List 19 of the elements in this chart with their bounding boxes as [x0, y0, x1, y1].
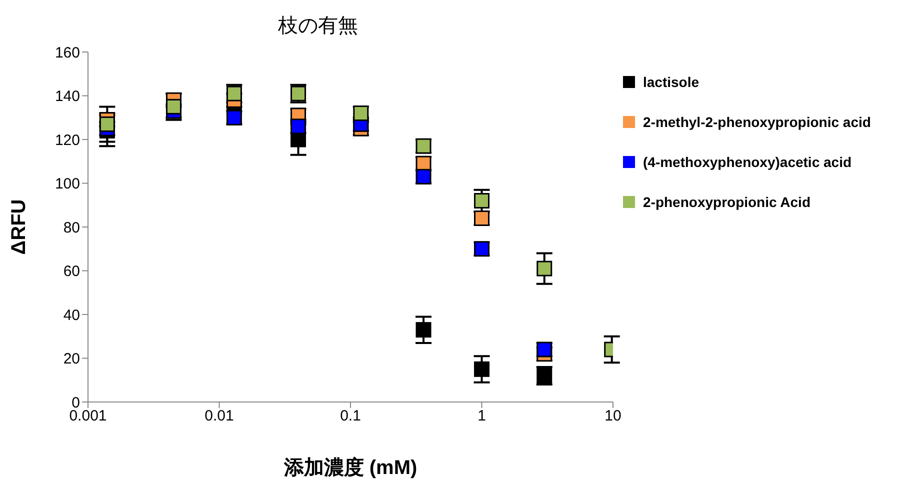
- x-tick-label: 0.1: [340, 408, 361, 425]
- x-tick-label: 10: [604, 408, 622, 425]
- y-tick-label: 60: [63, 263, 80, 280]
- y-tick-label: 80: [63, 219, 80, 236]
- x-axis-title: 添加濃度 (mM): [282, 456, 418, 480]
- y-tick-label: 40: [63, 306, 80, 324]
- legend-label: 2-phenoxypropionic Acid: [643, 193, 810, 212]
- chart-title: 枝の有無: [277, 14, 359, 39]
- y-tick-label: 20: [63, 350, 80, 368]
- legend-label: lactisole: [643, 73, 700, 92]
- y-tick-label: 140: [54, 88, 80, 106]
- x-tick-label: 0.01: [204, 408, 234, 425]
- x-tick-label: 1: [478, 408, 486, 425]
- legend-label: (4-methoxyphenoxy)acetic acid: [643, 153, 852, 172]
- y-tick-label: 160: [54, 44, 80, 62]
- y-axis-title: ΔRFU: [8, 199, 30, 255]
- y-tick-label: 100: [54, 176, 80, 193]
- y-tick-label: 120: [54, 132, 80, 149]
- legend-label: 2-methyl-2-phenoxypropionic acid: [643, 113, 871, 132]
